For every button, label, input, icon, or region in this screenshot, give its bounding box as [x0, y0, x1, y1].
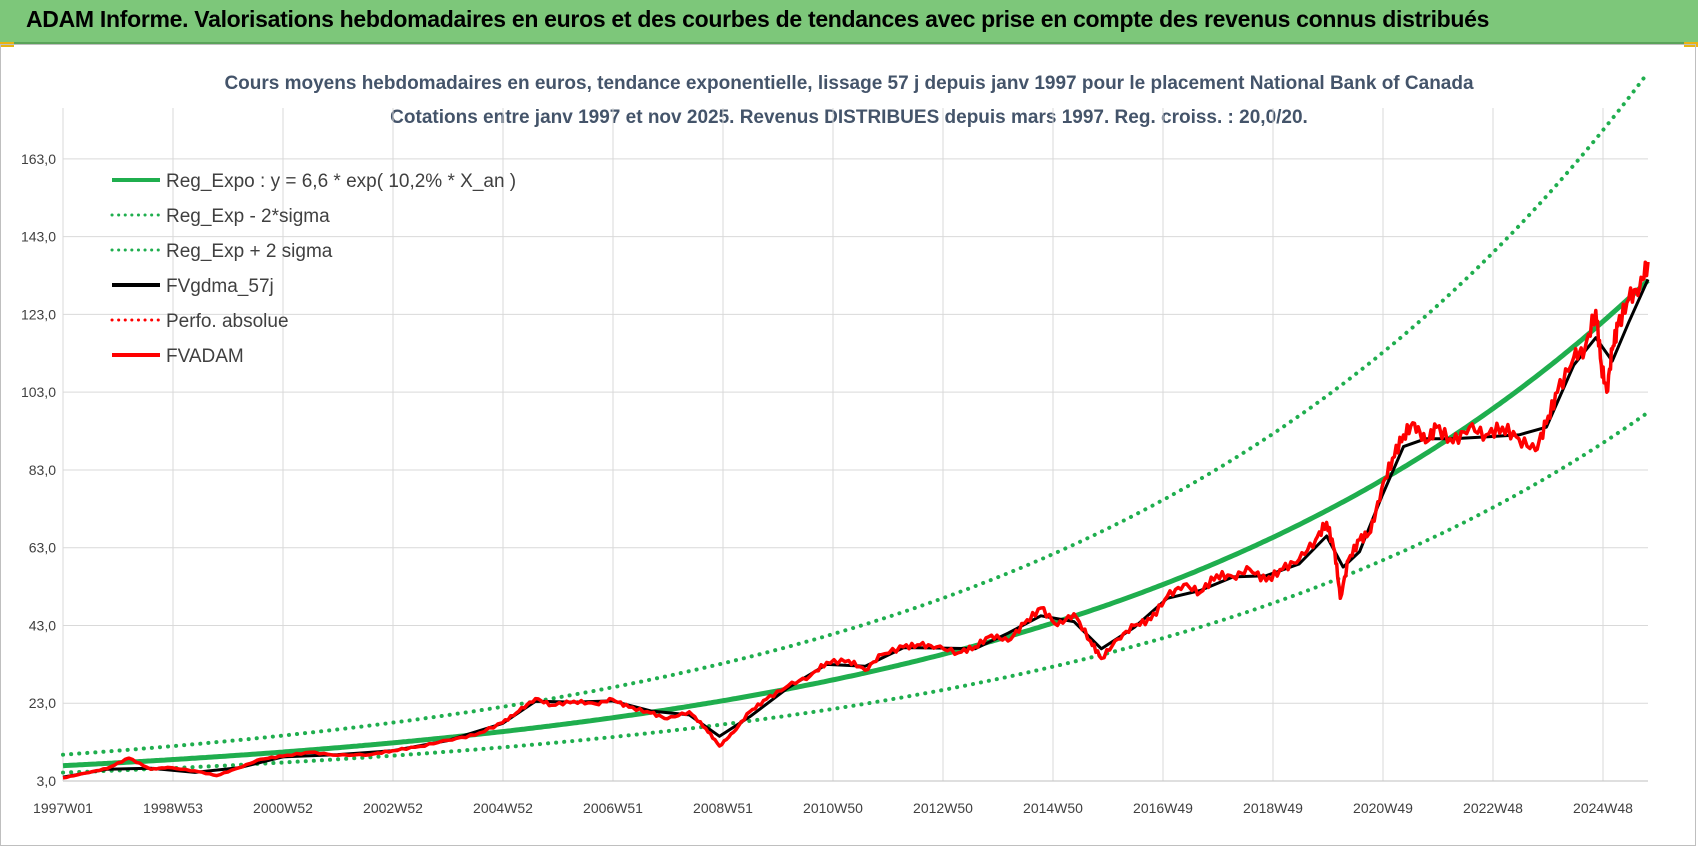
x-tick-label: 2014W50 [1023, 800, 1083, 816]
x-tick-label: 2010W50 [803, 800, 863, 816]
x-tick-label: 2016W49 [1133, 800, 1193, 816]
x-tick-label: 2008W51 [693, 800, 753, 816]
x-tick-label: 2018W49 [1243, 800, 1303, 816]
y-tick-label: 163,0 [21, 151, 56, 167]
x-tick-label: 2002W52 [363, 800, 423, 816]
x-tick-label: 1997W01 [33, 800, 93, 816]
legend-label: Perfo. absolue [166, 311, 289, 332]
grid [62, 108, 1648, 782]
legend-label: Reg_Expo : y = 6,6 * exp( 10,2% * X_an ) [166, 171, 516, 192]
reg-exp-plus-2sigma-line [61, 70, 1650, 757]
x-axis-ticks: 1997W01 1998W53 2000W52 2002W52 2004W52 2006W… [33, 800, 1633, 816]
chart-frame [0, 44, 1696, 846]
fvadam-line [62, 260, 1650, 780]
y-tick-label: 3,0 [37, 773, 57, 789]
x-tick-label: 2022W48 [1463, 800, 1523, 816]
y-tick-label: 143,0 [21, 229, 56, 245]
y-axis-ticks: 3,0 23,0 43,0 63,0 83,0 103,0 123,0 143,0 163,0 [21, 151, 56, 789]
x-tick-label: 1998W53 [143, 800, 203, 816]
series-lines [61, 70, 1650, 780]
legend-label: FVgdma_57j [166, 276, 274, 297]
y-tick-label: 123,0 [21, 306, 56, 322]
chart-subtitle: Cotations entre janv 1997 et nov 2025. R… [390, 107, 1308, 128]
x-tick-label: 2004W52 [473, 800, 533, 816]
header-banner: ADAM Informe. Valorisations hebdomadaire… [0, 0, 1698, 44]
legend-label: Reg_Exp - 2*sigma [166, 206, 330, 227]
y-tick-label: 63,0 [29, 540, 56, 556]
legend-label: FVADAM [166, 346, 244, 367]
legend-label: Reg_Exp + 2 sigma [166, 241, 333, 262]
x-tick-label: 2000W52 [253, 800, 313, 816]
chart-title: Cours moyens hebdomadaires en euros, ten… [224, 73, 1474, 94]
y-tick-label: 103,0 [21, 384, 56, 400]
reg-exp-minus-2sigma-line [61, 410, 1650, 775]
x-tick-label: 2024W48 [1573, 800, 1633, 816]
x-tick-label: 2020W49 [1353, 800, 1413, 816]
header-title: ADAM Informe. Valorisations hebdomadaire… [26, 6, 1490, 32]
reg-expo-line [62, 278, 1650, 769]
fvgdma-57j-line [62, 278, 1650, 779]
y-tick-label: 83,0 [29, 462, 56, 478]
y-tick-label: 43,0 [29, 617, 56, 633]
x-tick-label: 2012W50 [913, 800, 973, 816]
x-tick-label: 2006W51 [583, 800, 643, 816]
y-tick-label: 23,0 [29, 695, 56, 711]
legend: Reg_Expo : y = 6,6 * exp( 10,2% * X_an )… [110, 171, 516, 367]
